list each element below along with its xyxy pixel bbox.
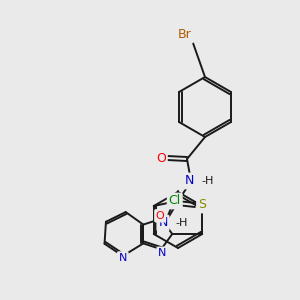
Text: N: N xyxy=(184,175,194,188)
Text: N: N xyxy=(118,253,127,263)
Text: N: N xyxy=(158,248,166,258)
Text: O: O xyxy=(156,211,165,221)
Text: Cl: Cl xyxy=(169,194,181,208)
Text: O: O xyxy=(156,152,166,164)
Text: N: N xyxy=(158,217,168,230)
Text: -H: -H xyxy=(175,218,188,228)
Text: S: S xyxy=(198,199,206,212)
Text: Br: Br xyxy=(178,28,192,41)
Text: -H: -H xyxy=(201,176,213,186)
